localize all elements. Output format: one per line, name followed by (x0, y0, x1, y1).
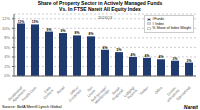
svg-text:4%: 4% (8, 54, 10, 59)
svg-text:5%: 5% (117, 48, 122, 52)
svg-text:12%: 12% (8, 16, 10, 21)
svg-text:8%: 8% (89, 32, 94, 36)
svg-text:2%: 2% (8, 64, 10, 69)
svg-text:3%: 3% (173, 57, 178, 61)
svg-text:4%: 4% (131, 53, 136, 57)
svg-text:DataCenters: DataCenters (40, 86, 55, 101)
svg-text:Office/Corporate: Office/Corporate (65, 86, 82, 103)
svg-text:9%: 9% (47, 28, 52, 32)
svg-text:Specialized: Specialized (176, 86, 192, 102)
svg-text:Lodging/Resorts: Lodging/Resorts (123, 86, 139, 102)
svg-text:6%: 6% (103, 46, 108, 50)
svg-text:8%: 8% (8, 35, 10, 40)
svg-text:0%: 0% (8, 73, 10, 78)
svg-text:Self-storage/MiniStorage: Self-storage/MiniStorage (90, 86, 110, 104)
svg-text:Health Care: Health Care (21, 86, 37, 102)
svg-text:11%: 11% (32, 20, 39, 24)
svg-text:4%: 4% (145, 54, 150, 58)
svg-text:Timber: Timber (139, 85, 150, 96)
svg-text:10%: 10% (8, 26, 10, 31)
svg-text:11%: 11% (18, 20, 25, 24)
svg-text:3%: 3% (187, 59, 192, 63)
svg-text:Office: Office (154, 86, 163, 95)
svg-text:Retail-Regional: Retail-Regional (109, 85, 125, 101)
svg-text:9%: 9% (61, 29, 66, 33)
svg-text:4%: 4% (159, 55, 164, 59)
svg-text:6%: 6% (8, 45, 10, 50)
svg-text:Retail: Retail (56, 86, 65, 95)
svg-text:8%: 8% (75, 31, 80, 35)
